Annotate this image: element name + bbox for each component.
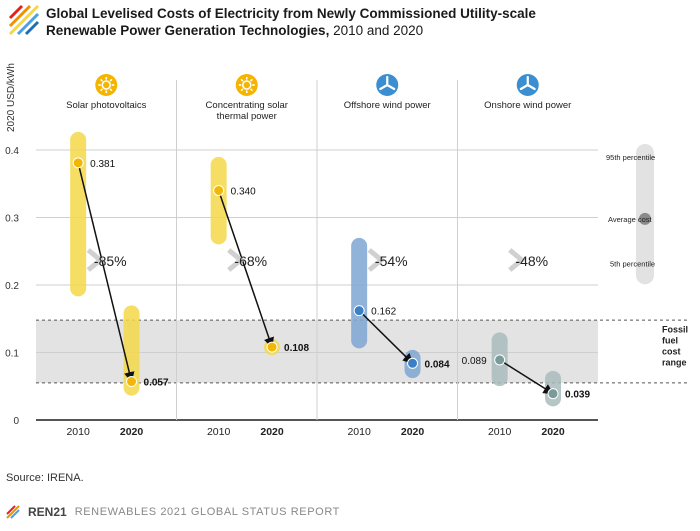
percent-change-label: -54% — [375, 253, 408, 269]
sun-icon-ray — [100, 88, 103, 92]
turbine-icon-blade — [526, 83, 536, 91]
x-tick-label: 2020 — [120, 426, 144, 438]
change-arrow — [217, 190, 274, 349]
turbine-icon-blade — [379, 83, 389, 91]
range-bar-2010 — [210, 156, 227, 245]
chevron-stroke — [508, 248, 526, 272]
legend-fossil-range-label: Fossil — [662, 324, 688, 334]
source-note: Source: IRENA. — [6, 472, 84, 484]
x-tick-label: 2010 — [347, 426, 371, 438]
percent-change-label: -85% — [94, 253, 127, 269]
wind-turbine-icon — [516, 74, 539, 96]
panel-title: Solar photovoltaics — [66, 100, 147, 111]
sun-icon — [95, 74, 118, 96]
sun-icon-ray — [240, 78, 244, 82]
sun-icon-ray — [250, 88, 253, 92]
x-tick-label: 2020 — [401, 426, 425, 438]
x-tick-label: 2020 — [260, 426, 284, 438]
range-bar-2010 — [351, 237, 368, 349]
change-arrow — [77, 162, 135, 383]
average-value-label: 0.162 — [371, 307, 396, 318]
panel-3: Offshore wind power 2010 2020 0.162 0.084 -54… — [316, 74, 450, 438]
average-dot-2020 — [547, 388, 559, 400]
title-line-1: Global Levelised Costs of Electricity fr… — [46, 6, 536, 21]
legend-average-cost: Average cost — [608, 215, 653, 224]
turbine-icon-blade — [519, 83, 529, 91]
y-tick-label: 0.2 — [5, 281, 19, 292]
title-line-2-bold: Renewable Power Generation Technologies, — [46, 23, 330, 38]
range-bar-2010 — [70, 131, 87, 297]
average-dot-2010 — [353, 305, 365, 317]
average-value-label: 0.340 — [231, 187, 256, 198]
footer-report: RENEWABLES 2021 GLOBAL STATUS REPORT — [74, 506, 340, 518]
y-tick-label: 0.3 — [5, 214, 19, 225]
title-years: 2010 and 2020 — [329, 23, 424, 38]
y-tick-label: 0.1 — [5, 349, 19, 360]
average-value-label: 0.039 — [565, 390, 590, 401]
legend-fossil-range-label: range — [662, 357, 687, 367]
ren21-stripes-logo — [8, 4, 40, 41]
sun-icon-ray — [100, 78, 103, 82]
panel-4: Onshore wind power 2010 2020 0.089 0.039 -48% — [457, 74, 591, 438]
percent-change-label: -68% — [234, 253, 267, 269]
average-dot-2010 — [494, 354, 506, 366]
average-dot-2010 — [72, 157, 84, 169]
chevron-stroke — [227, 248, 245, 272]
legend-fossil-range-label: fuel — [662, 335, 678, 345]
average-value-label: 0.089 — [462, 356, 487, 367]
turbine-icon-blade — [386, 83, 396, 91]
footer-brand: REN21 — [28, 505, 67, 519]
legend-fossil-range-label: cost — [662, 346, 681, 356]
chevron-icon — [367, 248, 386, 272]
x-tick-label: 2010 — [488, 426, 512, 438]
panel-title: thermal power — [217, 111, 277, 122]
y-tick-label: 0 — [13, 416, 19, 427]
ren21-footer-icon — [6, 505, 20, 519]
wind-turbine-icon — [376, 74, 399, 96]
sun-icon-ray — [109, 88, 113, 92]
footer: REN21 RENEWABLES 2021 GLOBAL STATUS REPO… — [6, 505, 340, 519]
chevron-icon — [86, 248, 105, 272]
sun-icon — [235, 74, 258, 96]
change-arrow — [499, 359, 554, 395]
legend-5th-percentile: 5th percentile — [610, 259, 655, 268]
panel-1: Solar photovoltaics 2010 2020 0.381 0.057 -85… — [66, 74, 169, 438]
sun-icon-ray — [250, 78, 253, 82]
sun-icon-core — [241, 80, 252, 90]
average-dot-2020 — [407, 357, 419, 369]
lcoe-chart: 0 0.1 0.2 0.3 0.4 2020 USD/kWh Solar photovol… — [5, 63, 690, 438]
sun-icon-core — [101, 80, 112, 90]
y-tick-label: 0.4 — [5, 146, 19, 157]
average-dot-2020 — [126, 376, 138, 388]
sun-icon-ray — [240, 88, 244, 92]
x-tick-label: 2010 — [66, 426, 90, 438]
panel-title: Concentrating solar — [206, 100, 288, 111]
x-tick-label: 2020 — [541, 426, 565, 438]
average-dot-2010 — [213, 185, 225, 196]
average-dot-2020 — [266, 341, 278, 353]
x-tick-label: 2010 — [207, 426, 231, 438]
percent-change-label: -48% — [515, 253, 548, 269]
panel-title: Onshore wind power — [484, 100, 571, 111]
title-line-2: Renewable Power Generation Technologies,… — [46, 22, 536, 39]
average-value-label: 0.057 — [144, 378, 169, 389]
chart-title: Global Levelised Costs of Electricity fr… — [46, 5, 536, 39]
sun-icon-ray — [109, 78, 113, 82]
legend-average-dot — [639, 212, 651, 225]
average-value-label: 0.084 — [425, 359, 450, 370]
chevron-stroke — [86, 248, 105, 272]
average-value-label: 0.381 — [90, 159, 115, 170]
y-axis-label: 2020 USD/kWh — [6, 63, 17, 132]
panel-title: Offshore wind power — [344, 100, 431, 111]
legend-95th-percentile: 95th percentile — [606, 153, 655, 162]
chevron-stroke — [367, 248, 386, 272]
average-value-label: 0.108 — [284, 343, 309, 354]
chevron-icon — [227, 248, 245, 272]
chevron-icon — [508, 248, 526, 272]
change-arrow — [358, 310, 414, 365]
